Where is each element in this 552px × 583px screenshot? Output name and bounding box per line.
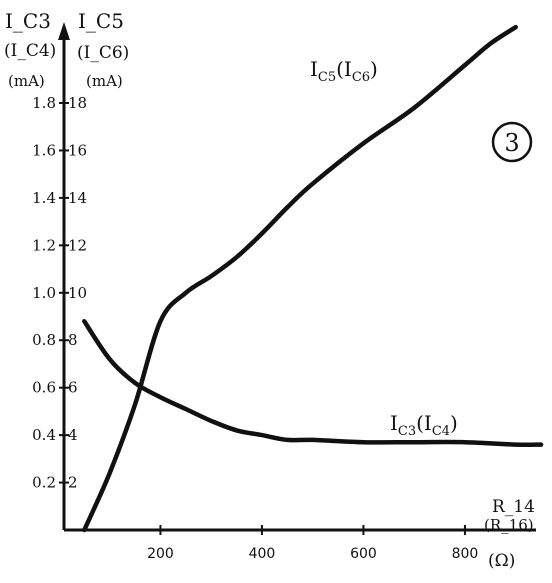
x-axis-title: R_14 (R_16) (Ω)	[484, 497, 535, 571]
x-tick-label: 200	[147, 546, 174, 562]
x-title-line1: R_14	[492, 497, 535, 517]
y-left-tick-label: 1.2	[32, 236, 56, 254]
y-left-title-line2: (I_C4)	[4, 41, 56, 61]
y-left-tick-label: 1.4	[32, 189, 56, 207]
y-right-tick-label: 2	[68, 474, 78, 492]
y-right-title-line1: I_C5	[78, 9, 124, 33]
y-right-tick-label: 10	[68, 284, 87, 302]
y-left-title-line1: I_C3	[5, 9, 51, 33]
y-left-tick-label: 1.8	[32, 94, 56, 112]
y-right-tick-label: 12	[68, 236, 87, 254]
y-right-tick-label: 6	[68, 379, 78, 397]
axes	[58, 22, 536, 532]
x-title-line3: (Ω)	[488, 551, 515, 571]
x-tick-label: 400	[249, 546, 276, 562]
y-right-tick-label: 16	[68, 141, 87, 159]
y-right-tick-label: 18	[68, 94, 87, 112]
series-line-ic5	[82, 24, 518, 533]
y-left-tick-label: 1.0	[32, 284, 56, 302]
y-right-title-line3: (mA)	[86, 72, 123, 90]
y-left-title-line3: (mA)	[8, 72, 45, 90]
y-right-title-line2: (I_C6)	[77, 43, 129, 63]
badge-text: 3	[504, 129, 519, 157]
series-line-ic3	[82, 319, 544, 448]
x-tick-label: 800	[452, 546, 479, 562]
x-tick-label: 600	[350, 546, 377, 562]
figure-number-badge: 3	[491, 121, 533, 163]
y-right-tick-label: 8	[68, 331, 78, 349]
y-left-tick-label: 0.6	[32, 379, 56, 397]
y-right-tick-label: 4	[68, 426, 78, 444]
y-left-axis-title: I_C3 (I_C4) (mA)	[4, 9, 56, 90]
badge-circle	[491, 121, 533, 163]
x-title-line2: (R_16)	[484, 516, 534, 534]
series-label-ic3: IC3(IC4)	[390, 411, 458, 439]
y-axis-arrow	[58, 22, 70, 40]
y-left-tick-label: 0.4	[32, 426, 56, 444]
y-left-tick-label: 1.6	[32, 141, 56, 159]
y-right-tick-label: 14	[68, 189, 87, 207]
series	[82, 24, 544, 533]
tick-labels: 0.2 2 0.4 4 0.6 6 0.8 8 1.0 10 1.2 12 1.4 14 1.6 16 1.8 1…	[32, 94, 478, 562]
series-label-ic5: IC5(IC6)	[310, 57, 378, 85]
y-left-tick-label: 0.2	[32, 474, 56, 492]
ticks	[59, 102, 466, 535]
y-right-axis-title: I_C5 (I_C6) (mA)	[77, 9, 129, 90]
y-left-tick-label: 0.8	[32, 331, 56, 349]
